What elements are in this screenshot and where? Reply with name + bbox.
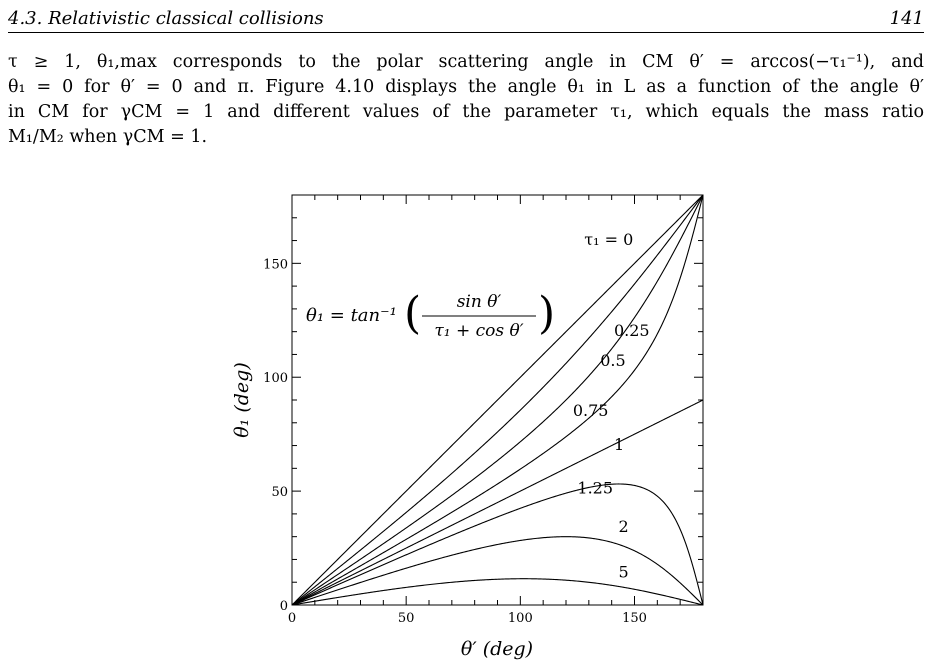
x-axis-label: θ′ (deg) bbox=[461, 638, 533, 660]
formula: θ₁ = tan⁻¹ ( sin θ′ τ₁ + cos θ′ ) bbox=[306, 288, 555, 341]
curve-label-tau-0_75: 0.75 bbox=[573, 401, 609, 420]
axis-tick-labels: 0 50 100 150 0 50 100 150 bbox=[263, 257, 647, 626]
paragraph-line-2: θ₁ = 0 for θ′ = 0 and π. Figure 4.10 dis… bbox=[8, 77, 924, 97]
curve-label-tau-5: 5 bbox=[619, 563, 629, 582]
y-tick-label: 150 bbox=[263, 257, 288, 272]
y-axis-label: θ₁ (deg) bbox=[231, 362, 253, 438]
paragraph-line-1: τ ≥ 1, θ₁,max corresponds to the polar s… bbox=[8, 52, 924, 72]
curve-tau-2 bbox=[291, 536, 704, 606]
x-tick-label: 0 bbox=[288, 611, 296, 626]
curve-tau-0 bbox=[291, 194, 704, 606]
y-tick-label: 0 bbox=[280, 599, 288, 614]
page-number: 141 bbox=[889, 8, 924, 29]
curves bbox=[291, 194, 704, 606]
y-tick-label: 50 bbox=[271, 485, 288, 500]
curve-tau-1 bbox=[291, 399, 704, 606]
curve-tau-5 bbox=[291, 578, 704, 606]
curve-tau-0_5 bbox=[291, 194, 704, 606]
formula-lhs: θ₁ = tan⁻¹ bbox=[306, 305, 397, 326]
curve-label-tau-1_25: 1.25 bbox=[577, 478, 613, 497]
curve-label-tau-0_5: 0.5 bbox=[600, 351, 625, 370]
x-tick-label: 100 bbox=[508, 611, 533, 626]
formula-numerator: sin θ′ bbox=[457, 292, 502, 312]
curve-tau-0_25 bbox=[291, 194, 704, 606]
curve-label-tau-2: 2 bbox=[619, 517, 629, 536]
formula-left-paren: ( bbox=[404, 288, 421, 339]
running-header: 4.3. Relativistic classical collisions 1… bbox=[8, 6, 924, 33]
curve-label-tau-0_25: 0.25 bbox=[614, 321, 650, 340]
curve-label-tau-1: 1 bbox=[614, 435, 624, 454]
formula-denominator: τ₁ + cos θ′ bbox=[434, 321, 523, 341]
body-paragraph: τ ≥ 1, θ₁,max corresponds to the polar s… bbox=[8, 50, 924, 150]
curve-label-tau-0: τ₁ = 0 bbox=[584, 230, 633, 249]
paragraph-line-4: M₁/M₂ when γCM = 1. bbox=[8, 127, 208, 147]
x-tick-label: 150 bbox=[622, 611, 647, 626]
curve-tau-0_75 bbox=[291, 194, 704, 606]
curve-tau-1_25 bbox=[291, 483, 704, 606]
paragraph-line-3: in CM for γCM = 1 and different values o… bbox=[8, 102, 924, 122]
curve-labels: τ₁ = 0 0.25 0.5 0.75 1 1.25 2 5 bbox=[573, 230, 650, 582]
section-title: 4.3. Relativistic classical collisions bbox=[8, 8, 324, 29]
x-tick-label: 50 bbox=[398, 611, 415, 626]
formula-right-paren: ) bbox=[538, 288, 555, 339]
y-tick-label: 100 bbox=[263, 371, 288, 386]
